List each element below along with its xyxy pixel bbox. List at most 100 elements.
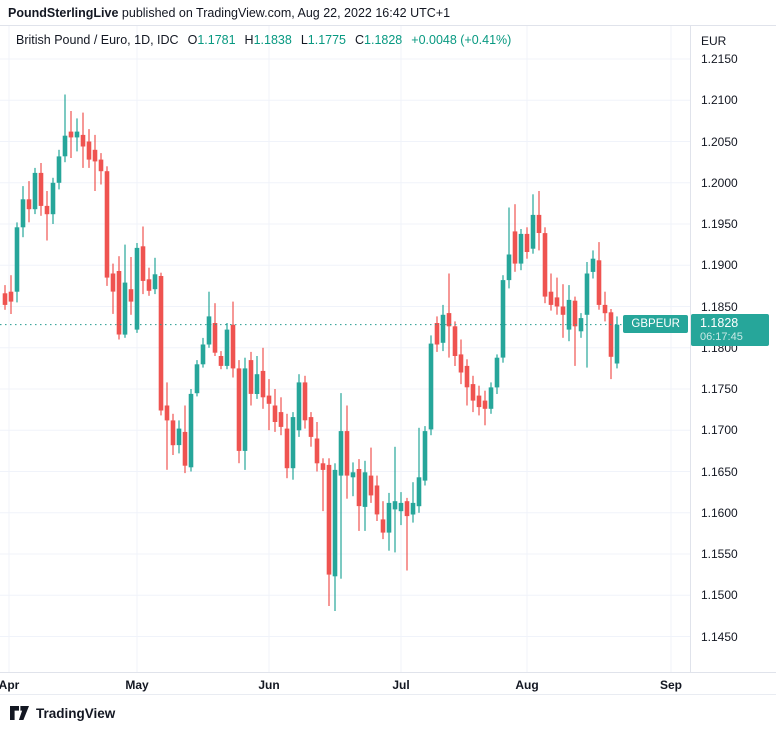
- candle-body: [368, 475, 374, 496]
- candle-body: [80, 134, 86, 147]
- time-axis[interactable]: Apr May Jun Jul Aug Sep: [0, 672, 776, 695]
- candle-body: [386, 502, 392, 533]
- candle-body: [20, 199, 26, 228]
- legend-open: O1.1781: [187, 33, 236, 47]
- candle-body: [44, 205, 50, 215]
- candle-body: [170, 420, 176, 446]
- candle-body: [392, 501, 398, 510]
- candle-wick: [394, 446, 396, 553]
- candle-body: [290, 417, 296, 469]
- candle-wick: [46, 191, 48, 241]
- candle-body: [2, 293, 8, 305]
- candle-body: [536, 214, 542, 233]
- tradingview-logo-text[interactable]: TradingView: [36, 705, 116, 721]
- candle-body: [182, 431, 188, 466]
- candle-body: [188, 393, 194, 468]
- candle-body: [572, 300, 578, 327]
- candle-body: [194, 364, 200, 394]
- candle-body: [398, 502, 404, 512]
- candle-body: [146, 279, 152, 291]
- publish-info: published on TradingView.com, Aug 22, 20…: [118, 5, 451, 20]
- symbol-title[interactable]: British Pound / Euro, 1D, IDC: [16, 33, 179, 47]
- last-price-badge: 1.1828 06:17:45: [691, 313, 769, 346]
- attribution-header: PoundSterlingLive published on TradingVi…: [8, 0, 776, 25]
- candle-wick: [406, 497, 408, 571]
- candle-body: [26, 199, 32, 210]
- candle-body: [56, 156, 62, 183]
- price-axis[interactable]: EUR 1.2150 1.2100 1.2050 1.2000 1.1950 1.1900…: [690, 25, 776, 672]
- candle-body: [560, 306, 566, 315]
- candle-body: [68, 131, 74, 138]
- candle-body: [356, 469, 362, 507]
- candle-body: [494, 357, 500, 388]
- candle-body: [272, 405, 278, 422]
- candle-body: [230, 324, 236, 369]
- price-tick: 1.1450: [701, 629, 738, 644]
- price-axis-unit: EUR: [701, 34, 727, 48]
- candle-wick: [130, 257, 132, 315]
- candle-wick: [352, 462, 354, 497]
- candle-body: [614, 324, 620, 364]
- candle-wick: [418, 427, 420, 513]
- legend-low: L1.1775: [300, 33, 346, 47]
- candle-wick: [556, 277, 558, 315]
- candle-body: [464, 365, 470, 388]
- chart-pane[interactable]: British Pound / Euro, 1D, IDC O1.1781 H1…: [0, 25, 690, 672]
- candle-body: [242, 368, 248, 451]
- candle-body: [488, 387, 494, 409]
- candle-body: [248, 360, 254, 394]
- candle-body: [50, 182, 56, 215]
- publisher-name: PoundSterlingLive: [8, 5, 119, 20]
- price-tick: 1.1900: [701, 258, 738, 273]
- candle-body: [218, 356, 224, 366]
- candle-body: [164, 405, 170, 421]
- candle-body: [422, 431, 428, 481]
- legend-change: +0.0048 (+0.41%): [411, 33, 512, 47]
- last-price-symbol-label: GBPEUR: [623, 315, 688, 334]
- legend-close: C1.1828: [355, 33, 403, 47]
- candle-body: [326, 464, 332, 575]
- candle-body: [158, 276, 164, 411]
- tradingview-logo-icon[interactable]: [10, 706, 29, 720]
- candle-body: [440, 314, 446, 343]
- candle-body: [374, 485, 380, 515]
- candle-body: [434, 323, 440, 345]
- candle-body: [74, 131, 80, 138]
- chart-legend[interactable]: British Pound / Euro, 1D, IDC O1.1781 H1…: [16, 33, 511, 47]
- candle-wick: [94, 134, 96, 191]
- candle-body: [176, 428, 182, 446]
- candle-body: [86, 141, 92, 160]
- candle-body: [284, 428, 290, 469]
- candle-body: [116, 271, 122, 335]
- candle-body: [332, 469, 338, 577]
- candle-body: [542, 233, 548, 297]
- candle-body: [428, 343, 434, 430]
- candle-wick: [370, 447, 372, 503]
- candle-body: [110, 273, 116, 292]
- candle-body: [236, 368, 242, 451]
- price-tick: 1.1950: [701, 217, 738, 231]
- candle-wick: [340, 393, 342, 579]
- candle-body: [518, 233, 524, 264]
- candle-body: [476, 395, 482, 408]
- candle-body: [524, 233, 530, 252]
- candle-body: [458, 354, 464, 373]
- candle-body: [602, 304, 608, 314]
- candle-body: [470, 384, 476, 401]
- candle-body: [344, 431, 350, 476]
- candle-body: [410, 502, 416, 515]
- candle-wick: [412, 482, 414, 523]
- time-tick-jul: Jul: [392, 678, 410, 692]
- bar-countdown: 06:17:45: [700, 330, 743, 343]
- candle-body: [98, 159, 104, 172]
- candle-wick: [508, 207, 510, 289]
- candlestick-chart-canvas[interactable]: [0, 26, 690, 672]
- candle-body: [320, 463, 326, 470]
- legend-high: H1.1838: [244, 33, 292, 47]
- candle-body: [584, 273, 590, 315]
- price-tick: 1.2050: [701, 134, 738, 149]
- candle-body: [512, 231, 518, 264]
- candle-body: [302, 382, 308, 421]
- candle-body: [482, 400, 488, 409]
